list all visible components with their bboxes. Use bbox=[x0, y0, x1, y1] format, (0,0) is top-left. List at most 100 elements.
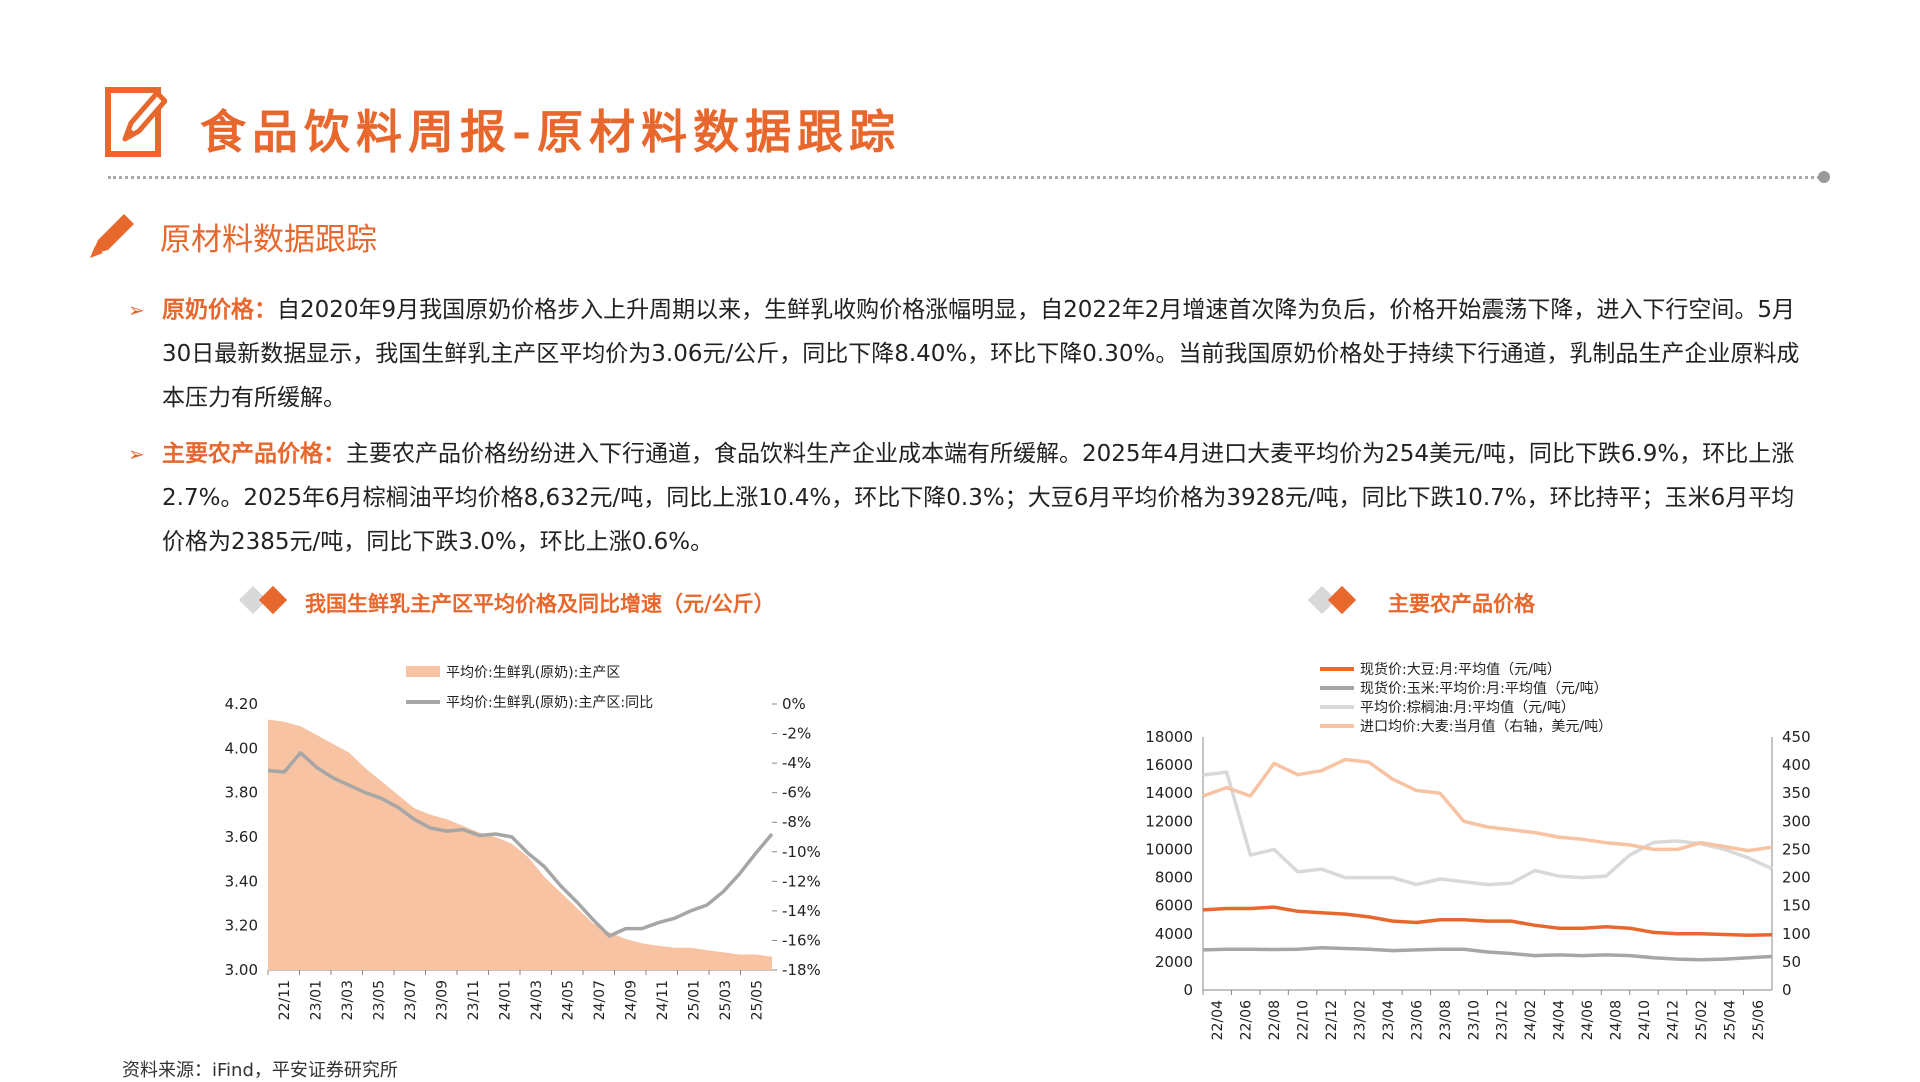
x-tick-label: 24/01 bbox=[497, 980, 513, 1020]
chart-title-marker-icon bbox=[238, 585, 288, 615]
x-tick-label: 23/10 bbox=[1466, 1000, 1482, 1040]
x-tick-label: 24/10 bbox=[1637, 1000, 1653, 1040]
divider-dot bbox=[1818, 171, 1830, 183]
x-tick-label: 23/05 bbox=[371, 980, 387, 1020]
legend-label: 进口均价:大麦:当月值（右轴，美元/吨） bbox=[1360, 719, 1612, 735]
x-tick-label: 23/04 bbox=[1381, 1000, 1397, 1040]
source-note: 资料来源：iFind，平安证券研究所 bbox=[122, 1060, 398, 1081]
y-tick-label-right: -6% bbox=[782, 784, 811, 802]
bullet-lead: 原奶价格： bbox=[162, 297, 277, 323]
y-tick-label-right: -18% bbox=[782, 961, 821, 979]
y-tick-label-right: -16% bbox=[782, 931, 821, 949]
y-tick-label-right: 50 bbox=[1782, 953, 1801, 971]
x-tick-label: 23/09 bbox=[434, 980, 450, 1020]
y-tick-label-left: 3.40 bbox=[225, 872, 258, 890]
x-tick-label: 23/12 bbox=[1495, 1000, 1511, 1040]
x-tick-label: 23/06 bbox=[1409, 1000, 1425, 1040]
pencil-icon bbox=[90, 214, 134, 258]
y-tick-label-left: 4000 bbox=[1155, 925, 1193, 943]
arrow-icon: ➢ bbox=[128, 442, 145, 466]
legend-label: 现货价:玉米:平均价:月:平均值（元/吨） bbox=[1360, 680, 1608, 697]
y-tick-label-left: 18000 bbox=[1145, 728, 1193, 746]
series-line-3 bbox=[1202, 757, 1773, 853]
y-tick-label-right: 150 bbox=[1782, 897, 1811, 915]
x-tick-label: 25/03 bbox=[718, 980, 734, 1020]
x-tick-label: 25/05 bbox=[749, 980, 765, 1020]
x-tick-label: 25/06 bbox=[1751, 1000, 1767, 1040]
series-line-1 bbox=[267, 751, 774, 938]
y-tick-label-right: 100 bbox=[1782, 925, 1811, 943]
x-tick-label: 22/04 bbox=[1210, 1000, 1226, 1040]
x-tick-label: 22/12 bbox=[1324, 1000, 1340, 1040]
y-tick-label-left: 3.00 bbox=[225, 961, 258, 979]
bullet-raw-milk: ➢ 原奶价格：自2020年9月我国原奶价格步入上升周期以来，生鲜乳收购价格涨幅明… bbox=[128, 288, 1808, 420]
x-tick-label: 24/05 bbox=[560, 980, 576, 1020]
series-line-0 bbox=[1202, 905, 1773, 937]
x-tick-label: 25/02 bbox=[1694, 1000, 1710, 1040]
y-tick-label-left: 12000 bbox=[1145, 812, 1193, 830]
y-tick-label-left: 4.20 bbox=[225, 695, 258, 713]
y-tick-label-left: 0 bbox=[1183, 981, 1193, 999]
y-tick-label-left: 3.80 bbox=[225, 784, 258, 802]
y-tick-label-right: 450 bbox=[1782, 728, 1811, 746]
chart1-title: 我国生鲜乳主产区平均价格及同比增速（元/公斤） bbox=[305, 592, 775, 616]
y-tick-label-right: 400 bbox=[1782, 756, 1811, 774]
y-tick-label-left: 16000 bbox=[1145, 756, 1193, 774]
x-tick-label: 25/04 bbox=[1722, 1000, 1738, 1040]
x-tick-label: 24/09 bbox=[623, 980, 639, 1020]
x-tick-label: 24/12 bbox=[1665, 1000, 1681, 1040]
bullet-text: 自2020年9月我国原奶价格步入上升周期以来，生鲜乳收购价格涨幅明显，自2022… bbox=[162, 297, 1800, 411]
series-line-2 bbox=[1202, 770, 1773, 887]
y-tick-label-right: -2% bbox=[782, 725, 811, 743]
x-tick-label: 23/03 bbox=[340, 980, 356, 1020]
chart2-title: 主要农产品价格 bbox=[1388, 592, 1535, 616]
x-tick-label: 24/06 bbox=[1580, 1000, 1596, 1040]
x-tick-label: 22/08 bbox=[1267, 1000, 1283, 1040]
y-tick-label-left: 14000 bbox=[1145, 784, 1193, 802]
bullet-agri-products: ➢ 主要农产品价格：主要农产品价格纷纷进入下行通道，食品饮料生产企业成本端有所缓… bbox=[128, 432, 1808, 564]
chart-title-marker-icon bbox=[1307, 585, 1357, 615]
y-tick-label-right: 0 bbox=[1782, 981, 1792, 999]
y-tick-label-right: -14% bbox=[782, 902, 821, 920]
x-tick-label: 24/04 bbox=[1552, 1000, 1568, 1040]
y-tick-label-right: 350 bbox=[1782, 784, 1811, 802]
y-tick-label-right: 300 bbox=[1782, 812, 1811, 830]
y-tick-label-right: -8% bbox=[782, 813, 811, 831]
y-tick-label-right: -12% bbox=[782, 872, 821, 890]
x-tick-label: 24/11 bbox=[655, 980, 671, 1020]
x-tick-label: 24/02 bbox=[1523, 1000, 1539, 1040]
header-divider bbox=[108, 176, 1820, 179]
legend-label: 平均价:棕榈油:月:平均值（元/吨） bbox=[1360, 700, 1575, 716]
y-tick-label-right: 200 bbox=[1782, 869, 1811, 887]
x-tick-label: 22/10 bbox=[1296, 1000, 1312, 1040]
bullet-lead: 主要农产品价格： bbox=[162, 441, 346, 467]
series-line-1 bbox=[1202, 946, 1773, 962]
bullet-text: 主要农产品价格纷纷进入下行通道，食品饮料生产企业成本端有所缓解。2025年4月进… bbox=[162, 441, 1795, 555]
x-tick-label: 22/06 bbox=[1239, 1000, 1255, 1040]
arrow-icon: ➢ bbox=[128, 298, 145, 322]
x-tick-label: 23/11 bbox=[466, 980, 482, 1020]
y-tick-label-right: 0% bbox=[782, 695, 806, 713]
y-tick-label-right: 250 bbox=[1782, 840, 1811, 858]
y-tick-label-right: -10% bbox=[782, 843, 821, 861]
legend-swatch bbox=[406, 666, 440, 677]
x-tick-label: 25/01 bbox=[686, 980, 702, 1020]
y-tick-label-left: 10000 bbox=[1145, 840, 1193, 858]
x-tick-label: 23/08 bbox=[1438, 1000, 1454, 1040]
y-tick-label-right: -4% bbox=[782, 754, 811, 772]
y-tick-label-left: 3.20 bbox=[225, 917, 258, 935]
x-tick-label: 24/03 bbox=[529, 980, 545, 1020]
edit-note-icon bbox=[105, 87, 167, 157]
x-tick-label: 23/01 bbox=[308, 980, 324, 1020]
x-tick-label: 24/08 bbox=[1609, 1000, 1625, 1040]
series-area-0 bbox=[268, 719, 772, 970]
x-tick-label: 24/07 bbox=[592, 980, 608, 1020]
x-tick-label: 23/07 bbox=[403, 980, 419, 1020]
legend-label: 平均价:生鲜乳(原奶):主产区:同比 bbox=[446, 695, 653, 711]
y-tick-label-left: 4.00 bbox=[225, 739, 258, 757]
page-title: 食品饮料周报-原材料数据跟踪 bbox=[200, 105, 902, 159]
y-tick-label-left: 6000 bbox=[1155, 897, 1193, 915]
x-tick-label: 22/11 bbox=[277, 980, 293, 1020]
